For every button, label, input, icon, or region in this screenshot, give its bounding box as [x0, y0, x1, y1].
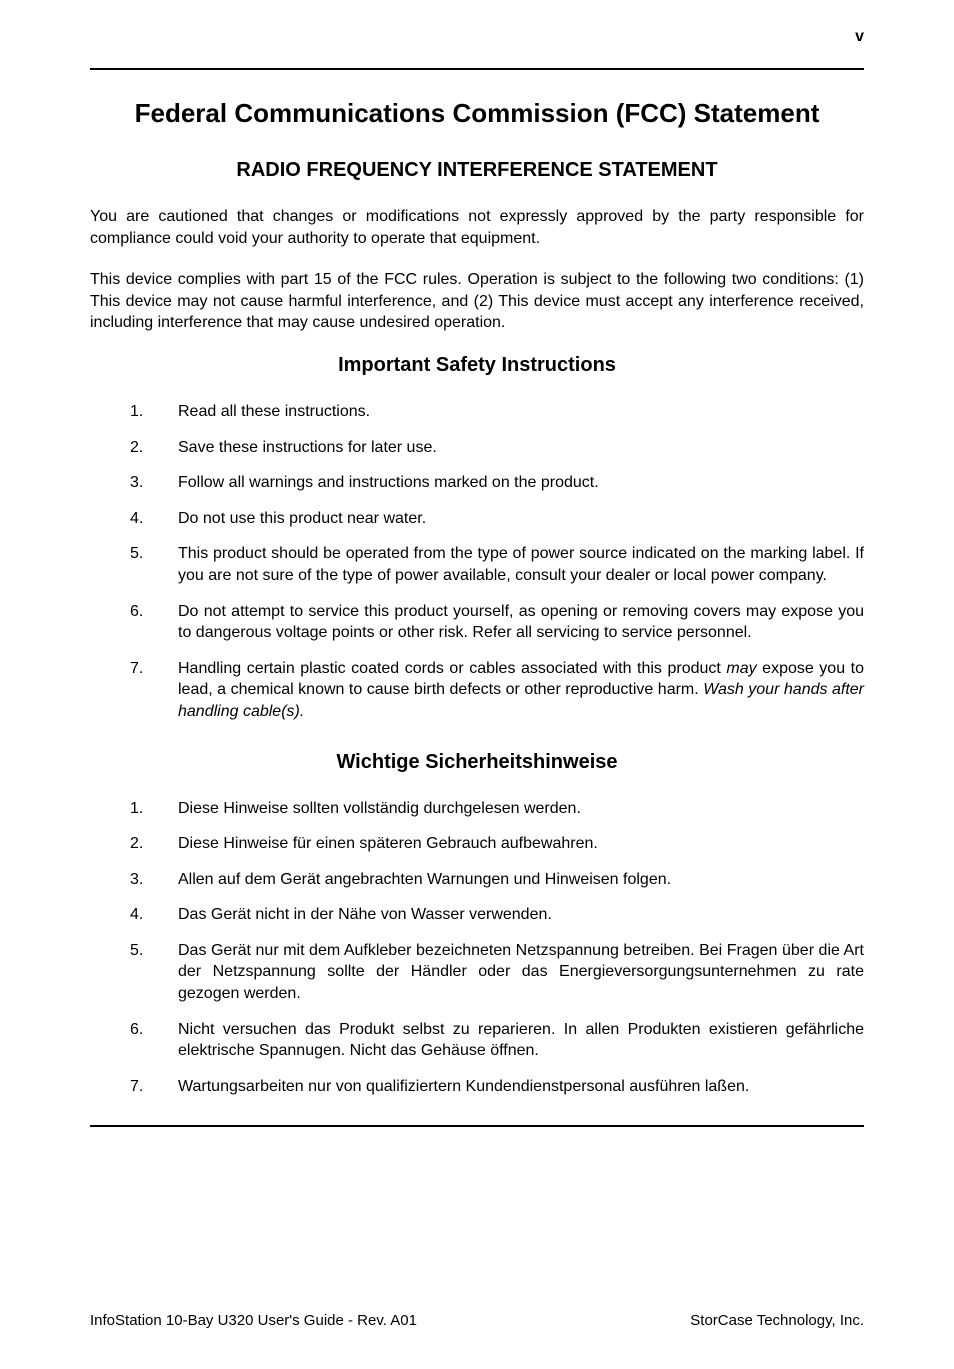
item7-before: Handling certain plastic coated cords or… [178, 660, 726, 677]
footer: InfoStation 10-Bay U320 User's Guide - R… [90, 1312, 864, 1329]
page-number: v [855, 28, 864, 46]
safety-heading: Important Safety Instructions [90, 354, 864, 377]
list-item: Read all these instructions. [90, 401, 864, 423]
safety-list: Read all these instructions. Save these … [90, 401, 864, 723]
item7-italic1: may [726, 660, 756, 677]
list-item: Nicht versuchen das Produkt selbst zu re… [90, 1019, 864, 1062]
list-item: Follow all warnings and instructions mar… [90, 472, 864, 494]
list-item: Handling certain plastic coated cords or… [90, 658, 864, 723]
list-item: Diese Hinweise für einen späteren Gebrau… [90, 833, 864, 855]
rfi-heading: RADIO FREQUENCY INTERFERENCE STATEMENT [90, 159, 864, 182]
footer-right: StorCase Technology, Inc. [690, 1312, 864, 1329]
list-item: Das Gerät nicht in der Nähe von Wasser v… [90, 904, 864, 926]
list-item: This product should be operated from the… [90, 543, 864, 586]
sicherheit-heading: Wichtige Sicherheitshinweise [90, 751, 864, 774]
list-item: Wartungsarbeiten nur von qualifiziertern… [90, 1076, 864, 1098]
list-item: Das Gerät nur mit dem Aufkleber bezeichn… [90, 940, 864, 1005]
list-item: Do not use this product near water. [90, 508, 864, 530]
list-item: Save these instructions for later use. [90, 437, 864, 459]
list-item: Do not attempt to service this product y… [90, 601, 864, 644]
top-rule [90, 68, 864, 70]
rfi-para-1: You are cautioned that changes or modifi… [90, 206, 864, 249]
list-item: Allen auf dem Gerät angebrachten Warnung… [90, 869, 864, 891]
page: v Federal Communications Commission (FCC… [0, 0, 954, 1369]
footer-left: InfoStation 10-Bay U320 User's Guide - R… [90, 1312, 417, 1329]
list-item: Diese Hinweise sollten vollständig durch… [90, 798, 864, 820]
page-title: Federal Communications Commission (FCC) … [90, 98, 864, 129]
rfi-para-2: This device complies with part 15 of the… [90, 269, 864, 334]
bottom-rule [90, 1125, 864, 1127]
sicherheit-list: Diese Hinweise sollten vollständig durch… [90, 798, 864, 1098]
